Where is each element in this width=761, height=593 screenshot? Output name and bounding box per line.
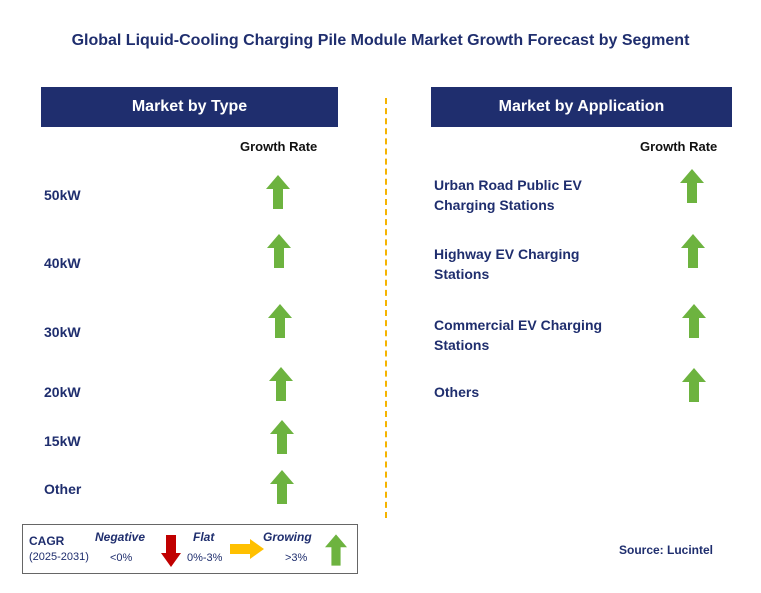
legend-flat-label: Flat xyxy=(193,530,215,544)
application-row-label-commercial: Commercial EV Charging Stations xyxy=(434,315,602,355)
source-note: Source: Lucintel xyxy=(619,543,714,557)
growing-arrow-icon xyxy=(681,234,705,268)
type-row-label-30kw: 30kW xyxy=(44,324,81,340)
legend-growing-range: >3% xyxy=(285,552,308,564)
label-line-2: Stations xyxy=(434,266,490,282)
market-by-type-header: Market by Type xyxy=(41,87,338,127)
cagr-legend: CAGR (2025-2031) Negative <0% Flat 0%-3%… xyxy=(22,524,358,574)
label-line-1: Commercial EV Charging xyxy=(434,317,603,333)
growing-arrow-icon xyxy=(269,367,293,401)
market-by-application-header: Market by Application xyxy=(431,87,732,127)
label-line-1: Urban Road Public EV xyxy=(434,177,582,193)
type-row-label-20kw: 20kW xyxy=(44,384,81,400)
label-line-1: Highway EV Charging xyxy=(434,246,580,262)
orange-right-arrow-icon xyxy=(230,539,264,559)
legend-period: (2025-2031) xyxy=(29,551,89,563)
growing-arrow-icon xyxy=(682,368,706,402)
growing-arrow-icon xyxy=(266,175,290,209)
application-row-label-highway: Highway EV Charging Stations xyxy=(434,244,579,284)
panel-divider xyxy=(385,98,387,518)
application-row-label-urban-road: Urban Road Public EV Charging Stations xyxy=(434,175,582,215)
label-line-2: Charging Stations xyxy=(434,197,555,213)
legend-cagr-label: CAGR xyxy=(29,534,65,548)
type-row-label-15kw: 15kW xyxy=(44,433,81,449)
growing-arrow-icon xyxy=(270,470,294,504)
red-down-arrow-icon xyxy=(161,535,181,567)
green-up-arrow-icon xyxy=(325,534,347,566)
legend-negative-range: <0% xyxy=(110,552,133,564)
legend-growing-label: Growing xyxy=(263,530,312,544)
type-growth-rate-label: Growth Rate xyxy=(240,139,318,154)
type-row-label-50kw: 50kW xyxy=(44,187,81,203)
application-row-label-others: Others xyxy=(434,384,480,400)
chart-title: Global Liquid-Cooling Charging Pile Modu… xyxy=(71,32,690,49)
type-row-label-40kw: 40kW xyxy=(44,255,81,271)
label-line-2: Stations xyxy=(434,337,490,353)
growing-arrow-icon xyxy=(680,169,704,203)
type-row-label-other: Other xyxy=(44,481,82,497)
legend-negative-label: Negative xyxy=(95,530,146,544)
legend-flat-range: 0%-3% xyxy=(187,552,223,564)
growing-arrow-icon xyxy=(267,234,291,268)
growing-arrow-icon xyxy=(270,420,294,454)
growing-arrow-icon xyxy=(682,304,706,338)
application-growth-rate-label: Growth Rate xyxy=(640,139,718,154)
growing-arrow-icon xyxy=(268,304,292,338)
